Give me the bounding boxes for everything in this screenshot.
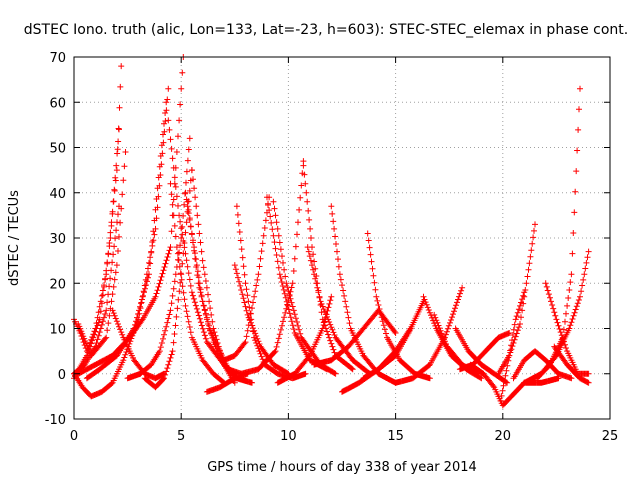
series-pass-23 [300,162,356,373]
data-point-markers [392,284,466,386]
x-axis-label: GPS time / hours of day 338 of year 2014 [207,460,477,475]
y-tick-label: 40 [49,187,66,202]
y-tick-label: -10 [45,413,66,428]
data-point-markers [456,330,513,373]
series-pass-24 [304,244,373,377]
x-tick-label: 25 [602,429,619,444]
x-tick-label: 0 [70,429,78,444]
series-pass-08 [109,307,167,382]
plot-area [71,54,592,409]
data-point-markers [71,63,125,355]
data-point-markers [304,244,373,377]
series-pass-38 [497,289,528,404]
y-tick-label: 0 [58,368,66,383]
y-tick-label: 30 [49,232,66,247]
y-tick-label: 60 [49,96,66,111]
series-pass-22 [238,158,307,377]
data-point-markers [274,293,335,386]
y-tick-label: 20 [49,277,66,292]
x-tick-label: 10 [280,429,297,444]
x-axis: 0 5 10 15 20 25 [70,57,618,444]
data-point-markers [231,262,292,377]
series-pass-01 [71,63,125,355]
series-pass-37 [495,221,538,377]
data-point-markers [109,307,167,382]
data-point-markers [221,194,273,364]
x-tick-label: 20 [495,429,512,444]
data-point-markers [238,158,307,377]
data-point-markers [124,135,193,382]
series-pass-42 [534,85,583,382]
series-pass-39 [510,348,575,382]
y-tick-label: 70 [49,51,66,66]
data-point-markers [188,167,238,386]
series-pass-18 [231,262,292,377]
x-tick-label: 15 [387,429,404,444]
data-point-markers [510,348,575,382]
series-pass-19 [221,194,273,364]
data-point-markers [497,289,528,404]
series-pass-09 [124,135,193,382]
series-pass-15 [188,167,238,386]
data-point-markers [551,343,592,386]
y-tick-label: 50 [49,142,66,157]
data-point-markers [534,85,583,382]
data-point-markers [360,298,427,382]
y-tick-label: 10 [49,323,66,338]
y-axis: -10 0 10 20 30 40 50 60 70 [45,51,610,428]
y-axis-label: dSTEC / TECUs [7,190,22,286]
series-pass-25 [274,293,335,386]
data-point-markers [167,180,228,386]
x-tick-label: 5 [177,429,185,444]
series-pass-43 [551,343,592,386]
data-point-markers [311,307,399,368]
series-pass-30 [360,298,427,382]
series-pass-36 [456,330,513,373]
data-point-markers [495,221,538,377]
series-pass-27 [311,307,399,368]
data-point-markers [300,162,356,373]
series-pass-11 [167,180,228,386]
data-point-markers [182,189,255,386]
chart-title: dSTEC Iono. truth (alic, Lon=133, Lat=-2… [24,22,628,38]
grid-lines [74,57,610,419]
series-pass-31 [392,284,466,386]
series-pass-14 [182,189,255,386]
